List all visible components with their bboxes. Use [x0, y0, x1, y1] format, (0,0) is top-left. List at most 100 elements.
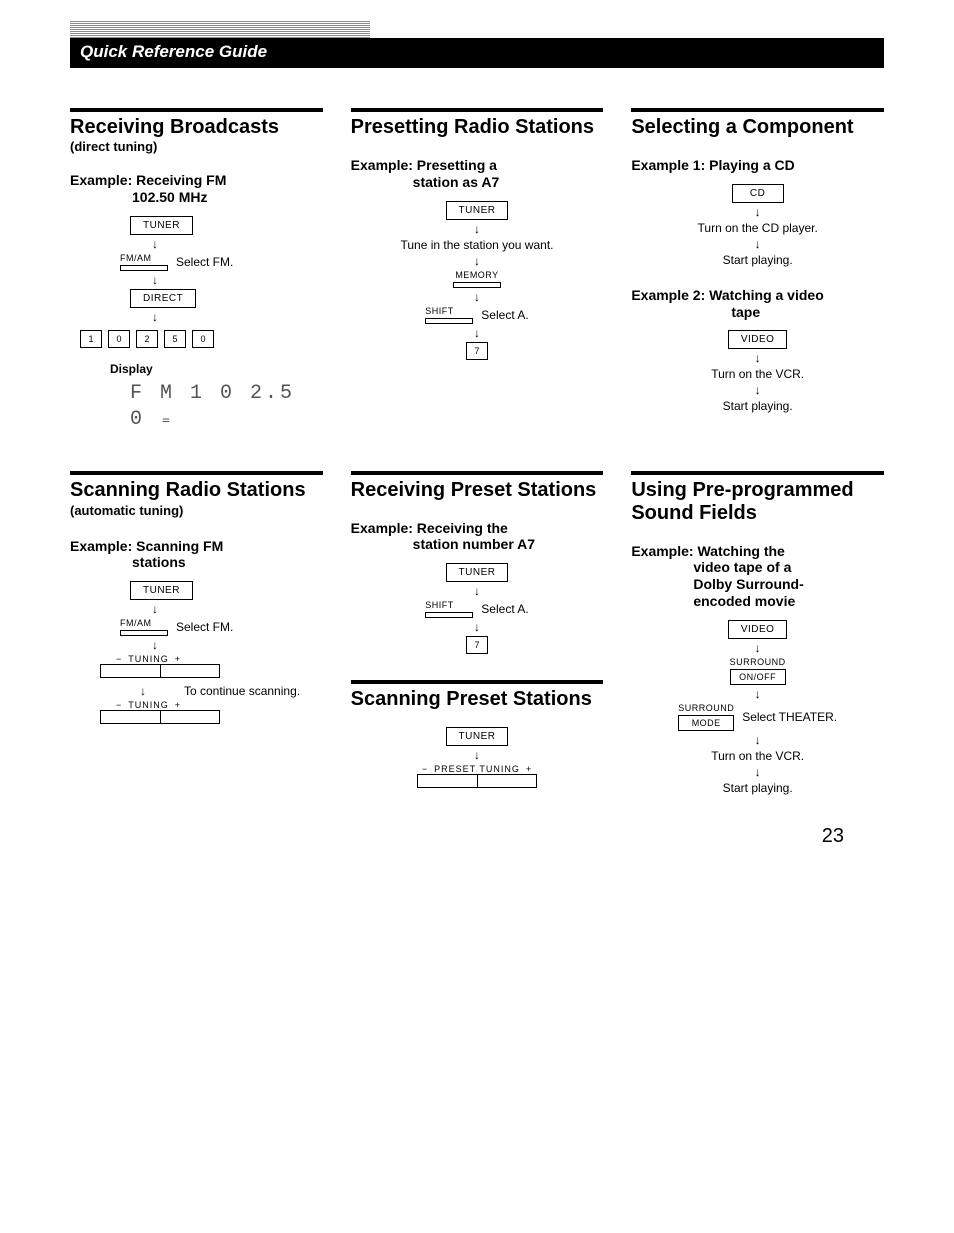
- shift-label: SHIFT: [425, 600, 473, 610]
- example-line-3: Dolby Surround-: [631, 576, 884, 593]
- select-a-note: Select A.: [481, 602, 528, 616]
- header-title: Quick Reference Guide: [80, 42, 267, 61]
- example-line-1: Example: Receiving the: [351, 520, 508, 536]
- memory-button: [453, 282, 501, 288]
- content-grid: Receiving Broadcasts (direct tuning) Exa…: [70, 108, 884, 795]
- tuner-button: TUNER: [446, 201, 509, 220]
- example-title: Example 2: Watching a video tape: [631, 287, 884, 321]
- display-label: Display: [100, 362, 153, 376]
- start-playing-note: Start playing.: [723, 253, 793, 267]
- arrow-icon: ↓: [140, 685, 146, 697]
- fmam-label: FM/AM: [120, 253, 168, 263]
- key-2: 2: [136, 330, 158, 348]
- shift-label: SHIFT: [425, 306, 473, 316]
- tune-in-note: Tune in the station you want.: [401, 238, 554, 252]
- turn-on-cd-note: Turn on the CD player.: [698, 221, 818, 235]
- plus-icon: +: [175, 654, 181, 664]
- arrow-icon: ↓: [755, 238, 761, 250]
- arrow-icon: ↓: [474, 255, 480, 267]
- surround-mode-button: MODE: [678, 715, 734, 731]
- minus-icon: −: [116, 654, 122, 664]
- shift-button: [425, 318, 473, 324]
- flow: TUNER ↓ FM/AM Select FM. ↓ − TUNING +: [70, 581, 323, 724]
- tuner-button: TUNER: [446, 727, 509, 746]
- example-line-1: Example 2: Watching a video: [631, 287, 823, 303]
- section-col-middle: Receiving Preset Stations Example: Recei…: [351, 471, 604, 795]
- arrow-icon: ↓: [755, 766, 761, 778]
- example-title: Example 1: Playing a CD: [631, 157, 884, 174]
- tuning-text: TUNING: [128, 654, 169, 664]
- plus-icon: +: [526, 764, 532, 774]
- tuning-label-row: − TUNING +: [116, 654, 181, 664]
- cd-button: CD: [732, 184, 784, 203]
- flow: VIDEO ↓ SURROUND ON/OFF ↓ SURROUND MODE …: [631, 620, 884, 795]
- arrow-icon: ↓: [474, 585, 480, 597]
- turn-on-vcr-note: Turn on the VCR.: [711, 367, 804, 381]
- video-button: VIDEO: [728, 330, 788, 349]
- arrow-icon: ↓: [755, 384, 761, 396]
- flow: TUNER ↓ FM/AM Select FM. ↓ DIRECT ↓ 1 0 …: [70, 216, 323, 431]
- section-subtitle: (automatic tuning): [70, 503, 183, 518]
- arrow-icon: ↓: [474, 327, 480, 339]
- tuner-button: TUNER: [446, 563, 509, 582]
- tuner-button: TUNER: [130, 581, 193, 600]
- flow: CD ↓ Turn on the CD player. ↓ Start play…: [631, 184, 884, 267]
- example-line-4: encoded movie: [631, 593, 884, 610]
- arrow-icon: ↓: [755, 206, 761, 218]
- key-7: 7: [466, 636, 488, 654]
- turn-on-vcr-note: Turn on the VCR.: [711, 749, 804, 763]
- section-scanning-radio: Scanning Radio Stations (automatic tunin…: [70, 471, 323, 795]
- tuner-button: TUNER: [130, 216, 193, 235]
- page: Quick Reference Guide Receiving Broadcas…: [0, 20, 954, 888]
- arrow-icon: ↓: [152, 238, 158, 250]
- shift-button: [425, 612, 473, 618]
- example-line-2: video tape of a: [631, 559, 884, 576]
- select-a-note: Select A.: [481, 308, 528, 322]
- minus-icon: −: [422, 764, 428, 774]
- arrow-icon: ↓: [152, 603, 158, 615]
- start-playing-note: Start playing.: [723, 781, 793, 795]
- fmam-button: [120, 265, 168, 271]
- section-selecting-component: Selecting a Component Example 1: Playing…: [631, 108, 884, 431]
- flow: TUNER ↓ Tune in the station you want. ↓ …: [351, 201, 604, 360]
- tuning-text: TUNING: [128, 700, 169, 710]
- video-button: VIDEO: [728, 620, 788, 639]
- section-title: Receiving Preset Stations: [351, 479, 604, 502]
- fmam-label: FM/AM: [120, 618, 168, 628]
- example-line-1: Example: Watching the: [631, 543, 785, 559]
- example-line-1: Example: Presetting a: [351, 157, 497, 173]
- tuning-bar: [417, 774, 537, 788]
- direct-button: DIRECT: [130, 289, 196, 308]
- arrow-icon: ↓: [474, 621, 480, 633]
- header-bar: Quick Reference Guide: [70, 38, 884, 68]
- section-title: Using Pre-programmed Sound Fields: [631, 479, 884, 525]
- key-0: 0: [108, 330, 130, 348]
- minus-icon: −: [116, 700, 122, 710]
- example-title: Example: Receiving FM 102.50 MHz: [70, 172, 323, 206]
- section-rule: [631, 108, 884, 112]
- example-line-2: 102.50 MHz: [70, 189, 323, 206]
- fmam-button: [120, 630, 168, 636]
- tuning-bar: [100, 710, 220, 724]
- section-receiving-broadcasts: Receiving Broadcasts (direct tuning) Exa…: [70, 108, 323, 431]
- header-texture: [70, 20, 370, 38]
- section-title: Selecting a Component: [631, 116, 884, 139]
- select-fm-note: Select FM.: [176, 255, 233, 269]
- surround-label: SURROUND: [730, 657, 786, 667]
- preset-tuning-text: PRESET TUNING: [434, 764, 520, 774]
- example-line-1: Example: Receiving FM: [70, 172, 226, 188]
- arrow-icon: ↓: [474, 291, 480, 303]
- arrow-icon: ↓: [755, 352, 761, 364]
- example-line-2: tape: [631, 304, 884, 321]
- section-title: Scanning Radio Stations: [70, 479, 306, 501]
- section-title: Receiving Broadcasts: [70, 116, 323, 139]
- select-theater-note: Select THEATER.: [742, 710, 837, 724]
- example-title: Example: Scanning FM stations: [70, 538, 323, 572]
- memory-label: MEMORY: [455, 270, 498, 280]
- flow: TUNER ↓ − PRESET TUNING +: [351, 727, 604, 788]
- key-7: 7: [466, 342, 488, 360]
- number-keys: 1 0 2 5 0: [80, 330, 214, 348]
- section-rule: [631, 471, 884, 475]
- section-rule: [70, 471, 323, 475]
- continue-note: To continue scanning.: [184, 684, 300, 698]
